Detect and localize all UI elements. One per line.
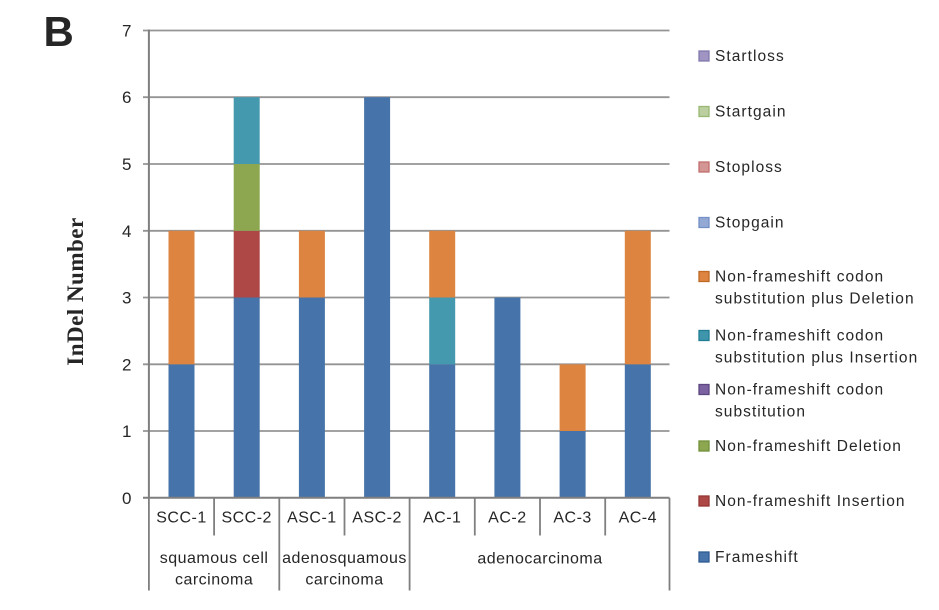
svg-text:InDel Number: InDel Number [63, 217, 88, 365]
svg-text:3: 3 [122, 289, 131, 308]
svg-text:AC-4: AC-4 [619, 510, 657, 527]
svg-text:Non-frameshift codon: Non-frameshift codon [715, 328, 884, 345]
svg-text:0: 0 [122, 489, 131, 508]
svg-text:Non-frameshift Deletion: Non-frameshift Deletion [715, 438, 902, 455]
svg-text:carcinoma: carcinoma [175, 572, 253, 589]
svg-text:AC-1: AC-1 [423, 510, 461, 527]
svg-text:substitution: substitution [715, 404, 806, 421]
svg-text:Stopgain: Stopgain [715, 215, 785, 232]
svg-text:5: 5 [122, 155, 131, 174]
svg-text:carcinoma: carcinoma [305, 572, 383, 589]
svg-text:6: 6 [122, 88, 131, 107]
svg-text:AC-3: AC-3 [553, 510, 591, 527]
svg-text:4: 4 [122, 222, 131, 241]
svg-text:ASC-2: ASC-2 [352, 510, 402, 527]
svg-text:Frameshift: Frameshift [715, 549, 799, 566]
svg-text:1: 1 [122, 422, 131, 441]
svg-text:substitution plus Deletion: substitution plus Deletion [715, 291, 915, 308]
svg-text:SCC-2: SCC-2 [221, 510, 272, 527]
svg-text:Startloss: Startloss [715, 48, 785, 65]
svg-text:Startgain: Startgain [715, 104, 787, 121]
svg-text:Non-frameshift codon: Non-frameshift codon [715, 269, 884, 286]
svg-text:ASC-1: ASC-1 [287, 510, 337, 527]
svg-text:adenosquamous: adenosquamous [282, 550, 407, 567]
svg-text:B: B [44, 8, 74, 55]
svg-text:adenocarcinoma: adenocarcinoma [477, 551, 602, 568]
svg-text:AC-2: AC-2 [488, 510, 526, 527]
svg-text:Non-frameshift codon: Non-frameshift codon [715, 382, 884, 399]
svg-text:SCC-1: SCC-1 [156, 510, 207, 527]
svg-text:squamous cell: squamous cell [160, 550, 269, 567]
svg-text:Non-frameshift Insertion: Non-frameshift Insertion [715, 493, 906, 510]
svg-text:7: 7 [122, 22, 131, 41]
svg-text:2: 2 [122, 355, 131, 374]
svg-text:substitution plus Insertion: substitution plus Insertion [715, 350, 918, 367]
svg-text:Stoploss: Stoploss [715, 159, 783, 176]
